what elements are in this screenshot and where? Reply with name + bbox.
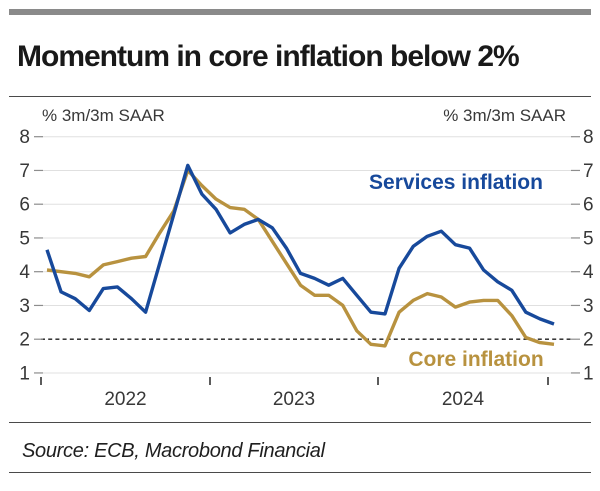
y-axis-label-right: 8 (583, 127, 594, 148)
unit-label-right: % 3m/3m SAAR (443, 106, 566, 125)
y-axis-label-right: 5 (583, 228, 594, 249)
y-axis-label-right: 4 (583, 262, 594, 283)
chart-labels: Services inflation Core inflation (369, 171, 544, 371)
chart-series (45, 163, 555, 348)
divider-above-source (9, 422, 591, 423)
x-axis-year-label: 2024 (442, 389, 485, 410)
chart-axes: 1 1 2 2 3 3 4 4 5 5 6 6 7 7 8 8 2022 2023 2024 % 3m/3m SAAR… (19, 106, 594, 410)
series-line-core-inflation (46, 168, 555, 348)
chart-title: Momentum in core inflation below 2% (17, 40, 520, 73)
divider-below-source (9, 472, 591, 473)
y-axis-label-left: 4 (19, 262, 30, 283)
x-axis-year-label: 2022 (104, 389, 146, 410)
y-axis-label-left: 1 (19, 363, 30, 384)
y-axis-label-right: 7 (583, 161, 594, 182)
chart-gridlines (41, 136, 573, 374)
y-axis-label-right: 6 (583, 195, 594, 216)
series-line-services-inflation (45, 163, 555, 326)
y-axis-label-left: 7 (19, 161, 30, 182)
y-axis-label-left: 8 (19, 127, 30, 148)
top-accent-bar (9, 9, 591, 15)
unit-label-left: % 3m/3m SAAR (42, 106, 165, 125)
y-axis-label-left: 5 (19, 228, 30, 249)
series-label-core-inflation: Core inflation (408, 348, 543, 371)
series-label-services-inflation: Services inflation (369, 171, 543, 194)
x-axis-year-label: 2023 (273, 389, 315, 410)
source-text: Source: ECB, Macrobond Financial (22, 440, 325, 462)
y-axis-label-left: 3 (19, 296, 30, 317)
y-axis-label-left: 6 (19, 195, 30, 216)
y-axis-label-right: 2 (583, 330, 594, 351)
y-axis-label-right: 1 (583, 363, 594, 384)
y-axis-label-left: 2 (19, 330, 30, 351)
y-axis-label-right: 3 (583, 296, 594, 317)
divider-under-title (9, 96, 591, 97)
